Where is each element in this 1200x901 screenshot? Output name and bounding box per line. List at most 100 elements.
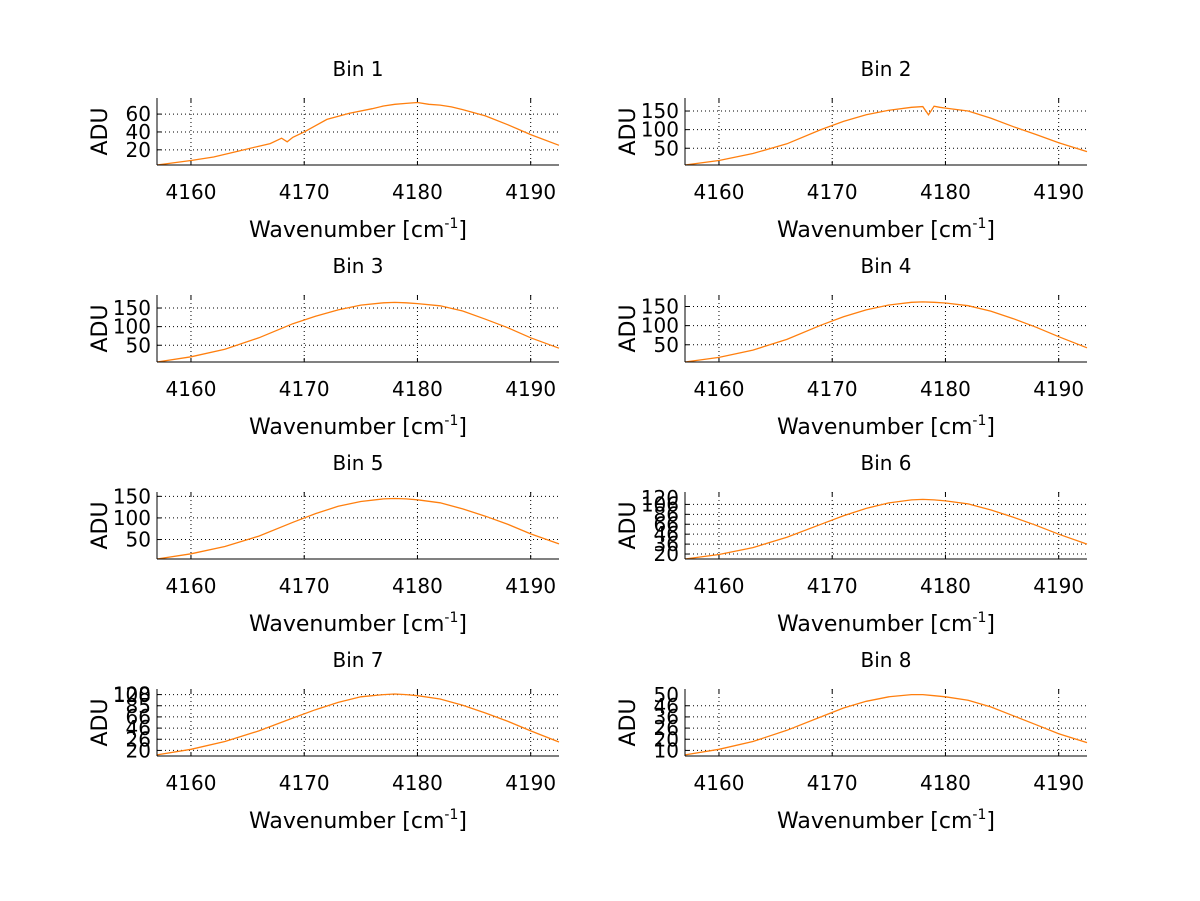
x-tick-label: 4180 xyxy=(392,180,443,204)
y-tick-label: 46 xyxy=(654,694,679,718)
x-tick-label: 4160 xyxy=(694,377,745,401)
y-tick-label: 100 xyxy=(641,314,679,338)
series-line xyxy=(156,101,560,166)
y-axis-label: ADU xyxy=(88,304,113,352)
plot-title: Bin 1 xyxy=(332,57,383,81)
x-axis-label: Wavenumber [cm-1] xyxy=(777,610,995,637)
x-tick-label: 4180 xyxy=(920,377,971,401)
y-tick-label: 50 xyxy=(654,333,679,357)
y-tick-label: 50 xyxy=(654,136,679,160)
x-tick-label: 4160 xyxy=(694,180,745,204)
x-tick-label: 4160 xyxy=(166,377,217,401)
y-tick-label: 20 xyxy=(654,542,679,566)
x-tick-label: 4190 xyxy=(505,771,556,795)
x-tick-label: 4190 xyxy=(1033,574,1084,598)
y-axis-label: ADU xyxy=(88,501,113,549)
x-tick-label: 4190 xyxy=(505,574,556,598)
y-tick-label: 50 xyxy=(654,683,679,707)
plot-title: Bin 6 xyxy=(860,451,911,475)
x-tick-label: 4180 xyxy=(920,771,971,795)
x-tick-label: 4170 xyxy=(279,377,330,401)
series-line xyxy=(684,693,1088,756)
y-tick-label: 100 xyxy=(113,315,151,339)
y-tick-label: 106 xyxy=(641,492,679,516)
y-tick-label: 85 xyxy=(126,694,151,718)
x-axis-label: Wavenumber [cm-1] xyxy=(777,216,995,243)
plot-title: Bin 7 xyxy=(332,648,383,672)
y-tick-label: 46 xyxy=(654,522,679,546)
y-tick-label: 20 xyxy=(126,738,151,762)
y-axis-label: ADU xyxy=(616,501,641,549)
x-tick-label: 4170 xyxy=(807,771,858,795)
x-tick-label: 4160 xyxy=(694,771,745,795)
y-tick-label: 100 xyxy=(113,506,151,530)
x-tick-label: 4180 xyxy=(920,180,971,204)
series-line xyxy=(156,693,560,756)
x-tick-label: 4160 xyxy=(166,574,217,598)
y-tick-label: 120 xyxy=(113,683,151,707)
x-axis-label: Wavenumber [cm-1] xyxy=(249,610,467,637)
plot-title: Bin 5 xyxy=(332,451,383,475)
x-axis-label: Wavenumber [cm-1] xyxy=(777,807,995,834)
y-tick-label: 60 xyxy=(126,102,151,126)
y-axis-label: ADU xyxy=(88,698,113,746)
plot-title: Bin 3 xyxy=(332,254,383,278)
x-axis-label: Wavenumber [cm-1] xyxy=(249,413,467,440)
subplot-6: Bin 6 4160 4170 4180 4190 2036466686106120ADU… xyxy=(616,451,1088,637)
x-tick-label: 4170 xyxy=(807,574,858,598)
y-tick-label: 66 xyxy=(654,512,679,536)
y-axis-label: ADU xyxy=(616,698,641,746)
x-tick-label: 4190 xyxy=(1033,771,1084,795)
x-tick-label: 4160 xyxy=(166,180,217,204)
x-tick-label: 4180 xyxy=(920,574,971,598)
y-tick-label: 26 xyxy=(654,716,679,740)
x-tick-label: 4170 xyxy=(279,574,330,598)
x-tick-label: 4190 xyxy=(505,377,556,401)
x-tick-label: 4190 xyxy=(1033,180,1084,204)
x-tick-label: 4180 xyxy=(392,377,443,401)
series-line xyxy=(684,105,1088,166)
y-tick-label: 46 xyxy=(126,716,151,740)
x-tick-label: 4190 xyxy=(505,180,556,204)
y-axis-label: ADU xyxy=(88,107,113,155)
y-tick-label: 150 xyxy=(641,99,679,123)
y-tick-label: 26 xyxy=(126,727,151,751)
y-tick-label: 150 xyxy=(113,296,151,320)
y-tick-label: 20 xyxy=(126,138,151,162)
x-tick-label: 4180 xyxy=(392,574,443,598)
x-tick-label: 4190 xyxy=(1033,377,1084,401)
series-line xyxy=(156,301,560,363)
x-tick-label: 4170 xyxy=(807,377,858,401)
x-tick-label: 4170 xyxy=(807,180,858,204)
plot-title: Bin 4 xyxy=(860,254,911,278)
x-axis-label: Wavenumber [cm-1] xyxy=(777,413,995,440)
series-line xyxy=(156,497,560,560)
y-tick-label: 20 xyxy=(654,727,679,751)
x-tick-label: 4180 xyxy=(392,771,443,795)
x-axis-label: Wavenumber [cm-1] xyxy=(249,216,467,243)
y-tick-label: 36 xyxy=(654,705,679,729)
y-tick-label: 36 xyxy=(654,532,679,556)
y-tick-label: 66 xyxy=(126,705,151,729)
plot-title: Bin 2 xyxy=(860,57,911,81)
series-line xyxy=(684,498,1088,560)
y-tick-label: 100 xyxy=(641,118,679,142)
y-tick-label: 50 xyxy=(126,528,151,552)
x-tick-label: 4160 xyxy=(166,771,217,795)
series-line xyxy=(684,301,1088,363)
y-tick-label: 10 xyxy=(654,738,679,762)
x-axis-label: Wavenumber [cm-1] xyxy=(249,807,467,834)
y-tick-label: 108 xyxy=(113,683,151,707)
subplot-7: Bin 7 4160 4170 4180 4190 2026466685108120ADU… xyxy=(88,648,560,834)
y-tick-label: 86 xyxy=(654,502,679,526)
y-axis-label: ADU xyxy=(616,304,641,352)
x-tick-label: 4160 xyxy=(694,574,745,598)
y-tick-label: 120 xyxy=(641,486,679,510)
